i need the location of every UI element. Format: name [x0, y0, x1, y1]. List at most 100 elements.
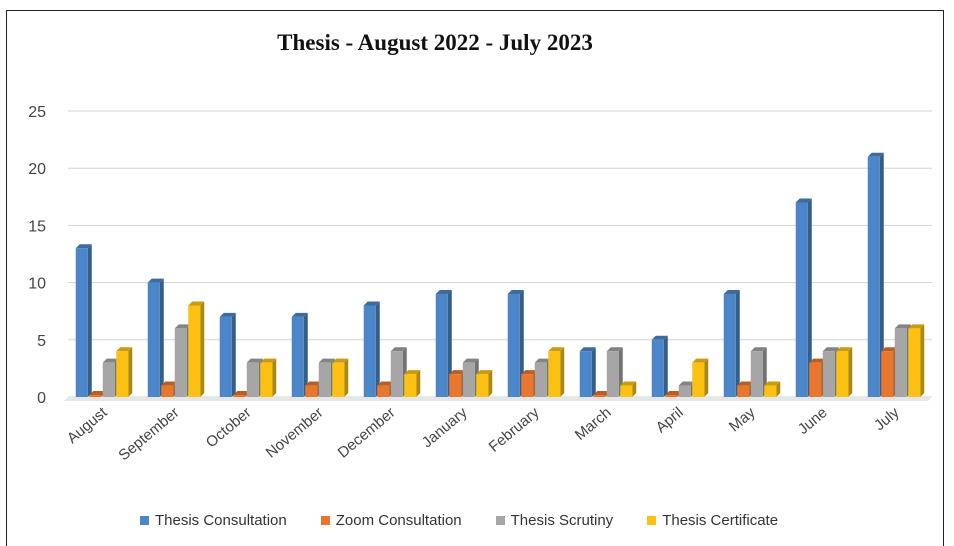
bar-top [318, 358, 335, 363]
x-tick-label: November [263, 404, 327, 462]
chart-title: Thesis - August 2022 - July 2023 [277, 30, 593, 55]
bar [764, 385, 777, 397]
y-tick-label: 15 [28, 218, 46, 235]
bar [881, 351, 894, 397]
bar-top [161, 381, 178, 386]
bar-side [920, 324, 925, 397]
bar-top [593, 391, 610, 395]
bar [809, 362, 822, 397]
bar [449, 374, 462, 397]
bar [651, 339, 664, 397]
x-tick-label: September [115, 404, 182, 464]
bar-top [102, 358, 119, 363]
bar-side [87, 244, 92, 397]
bar-top [147, 278, 164, 283]
bar [116, 351, 129, 397]
bar-side [128, 347, 133, 397]
bar [894, 328, 907, 397]
bar-top [476, 370, 493, 375]
bar [462, 362, 475, 397]
bar-top [737, 381, 754, 386]
bar-top [894, 324, 911, 329]
bar [188, 305, 201, 397]
x-tick-label: July [871, 404, 903, 434]
bar-side [488, 370, 493, 397]
bar [836, 351, 849, 397]
legend-label: Zoom Consultation [335, 512, 462, 529]
legend-label: Thesis Consultation [155, 512, 287, 529]
bar-top [363, 301, 380, 306]
x-tick-label: August [64, 404, 111, 448]
x-tick-label: January [419, 404, 471, 452]
bar-top [867, 152, 884, 157]
bar-top [404, 370, 421, 375]
bar [332, 362, 345, 397]
bar [737, 385, 750, 397]
bar-side [560, 347, 565, 397]
bar [476, 374, 489, 397]
bar-top [89, 391, 106, 395]
legend-swatch [495, 516, 505, 525]
bar [89, 395, 102, 397]
bar [318, 362, 331, 397]
bar-side [375, 301, 380, 397]
bar-top [507, 290, 524, 295]
bar [692, 362, 705, 397]
bar-side [447, 290, 452, 397]
bar [219, 316, 232, 397]
bar-top [651, 335, 668, 340]
bar-top [723, 290, 740, 295]
bar [867, 156, 880, 397]
legend-swatch [320, 516, 330, 525]
bar-side [663, 335, 668, 397]
bar [620, 385, 633, 397]
bar-top [822, 347, 839, 352]
bar [548, 351, 561, 397]
bar [246, 362, 259, 397]
bar-top [548, 347, 565, 352]
bar-side [704, 358, 709, 397]
bar-top [809, 358, 826, 363]
x-tick-label: December [335, 404, 399, 462]
chart-legend: Thesis Consultation Zoom Consultation Th… [140, 512, 812, 529]
bar-side [231, 312, 236, 397]
bar [161, 385, 174, 397]
bar-top [692, 358, 709, 363]
bar-top [260, 358, 277, 363]
y-tick-label: 5 [37, 333, 46, 350]
bar-top [881, 347, 898, 352]
bar-top [188, 301, 205, 306]
bar-top [435, 290, 452, 295]
legend-swatch [140, 516, 149, 525]
bar-top [390, 347, 407, 352]
legend-item-thesis-scrutiny: Thesis Scrutiny [495, 512, 613, 529]
bar-side [416, 370, 421, 397]
bar-top [219, 312, 236, 317]
bar [723, 294, 736, 397]
legend-label: Thesis Certificate [662, 512, 779, 529]
bar-top [116, 347, 133, 352]
bar [102, 362, 115, 397]
bar [665, 395, 678, 397]
bar-side [632, 381, 637, 397]
bar-top [620, 381, 637, 386]
bar-side [159, 278, 164, 397]
legend-item-thesis-certificate: Thesis Certificate [647, 512, 778, 529]
bar-top [449, 370, 466, 375]
bar-top [174, 324, 191, 329]
bar-side [200, 301, 205, 397]
bar-side [272, 358, 277, 397]
bar [233, 395, 246, 397]
bar [404, 374, 417, 397]
bar-top [377, 381, 394, 386]
bar-top [462, 358, 479, 363]
bar-top [908, 324, 925, 329]
bar [606, 351, 619, 397]
bar-side [735, 290, 740, 397]
x-tick-label: March [572, 404, 615, 444]
bar-top [665, 391, 682, 395]
y-tick-label: 20 [28, 161, 46, 178]
bar [593, 395, 606, 397]
bar [174, 328, 187, 397]
bar [795, 202, 808, 397]
